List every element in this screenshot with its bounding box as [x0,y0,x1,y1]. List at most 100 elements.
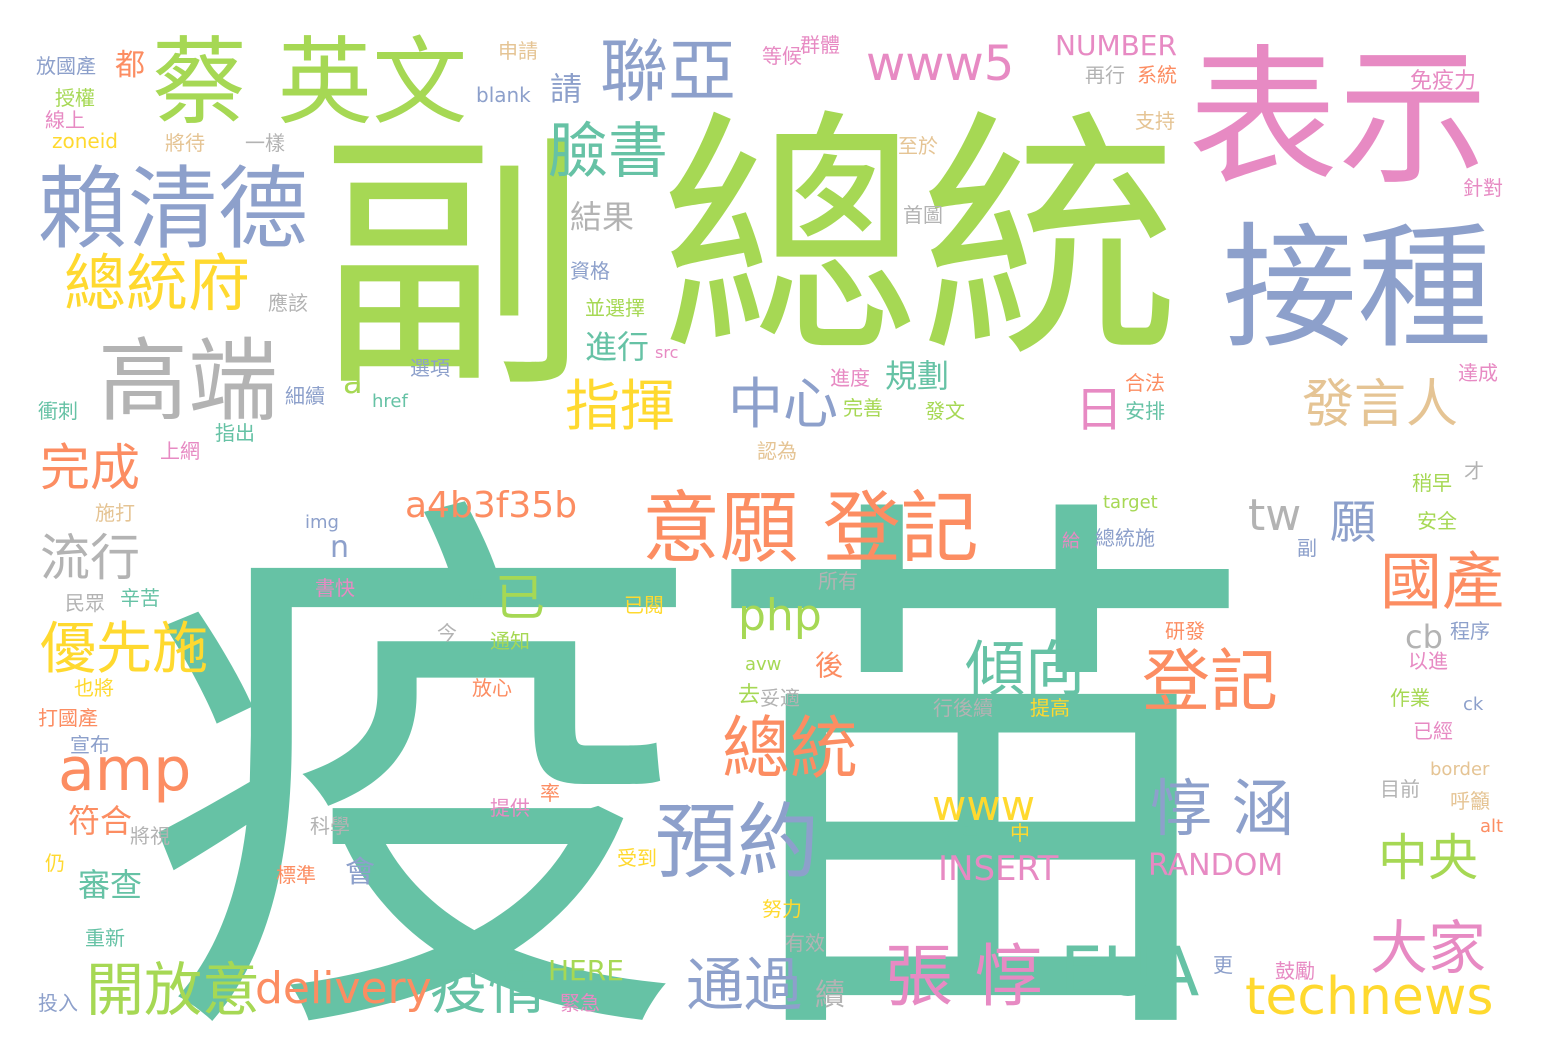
cloud-word: 選項 [410,356,450,380]
cloud-word: technews [1245,967,1494,1027]
cloud-word: 率 [540,781,560,805]
cloud-word: 列為 [940,821,980,845]
cloud-word: 一樣 [245,131,285,155]
cloud-word: 完成 [40,439,140,497]
cloud-word: 來源 [444,586,484,610]
cloud-word: 提供 [490,796,530,820]
cloud-word: 達成 [1458,361,1498,385]
cloud-word: img [305,512,339,533]
cloud-word: 完善 [843,396,883,420]
cloud-word: 傾向 [965,635,1085,705]
cloud-word: tw [1248,490,1301,541]
cloud-word: 副 [318,109,588,424]
cloud-word: 指出 [215,421,255,445]
cloud-word: HERE [548,954,624,987]
cloud-word: 應該 [268,291,308,315]
cloud-word: a4b3f35b [405,485,577,526]
cloud-word: 書快 [315,576,355,600]
cloud-word: 惇 涵 [1150,772,1294,845]
cloud-word: 張 惇 [885,938,1043,1017]
cloud-word: 研發 [1165,619,1205,643]
cloud-word: 將待 [165,131,205,155]
cloud-word: 重新 [85,926,125,950]
cloud-word: 呼籲 [1450,789,1490,813]
cloud-word: 以進 [1408,649,1448,673]
cloud-word: 授權 [55,86,95,110]
cloud-word: 中心 [728,372,838,436]
cloud-word: RANDOM [1148,848,1283,883]
cloud-word: 通過 [686,951,802,1019]
cloud-word: 總統 [722,710,858,789]
cloud-word: 首圖 [903,203,943,227]
cloud-word: 並選擇 [585,296,645,320]
cloud-word: 指揮 [565,374,675,438]
cloud-word: 請 [550,70,582,108]
cloud-word: 線上 [45,108,85,132]
cloud-word: 施打 [95,501,135,525]
cloud-word: n [330,530,349,565]
cloud-word: 符合 [68,802,132,840]
cloud-word: 努力 [762,897,802,921]
cloud-word: zoneid [52,129,118,153]
cloud-word: 願 [1330,495,1376,549]
cloud-word: 目前 [1380,777,1420,801]
cloud-word: 進度 [830,366,870,390]
cloud-word: 意願 登記 [642,484,979,574]
cloud-word: www5 [866,36,1014,92]
cloud-word: 有效 [785,931,825,955]
cloud-word: 發文 [925,399,965,423]
cloud-word: 登記 [1142,643,1278,722]
cloud-word: 安全 [1417,509,1457,533]
cloud-word: 作業 [1390,686,1430,710]
cloud-word: 日 [1075,382,1123,438]
cloud-word: 發言人 [1302,375,1458,435]
cloud-word: 規劃 [885,357,949,395]
cloud-word: href [372,391,408,412]
cloud-word: 辛苦 [120,586,160,610]
cloud-word: 會 [345,855,375,890]
cloud-word: 進行 [585,328,649,366]
cloud-word: 放心 [472,676,512,700]
cloud-word: 免疫力 [1410,69,1476,94]
cloud-word: 系統 [1137,63,1177,87]
cloud-word: 賴清德 [38,157,308,262]
cloud-word: 受到 [617,846,657,870]
cloud-word: src [655,343,678,362]
cloud-word: 流行 [40,529,140,587]
cloud-word: 結果 [570,198,634,236]
cloud-word: 聯亞 [600,33,736,112]
cloud-word: 民眾 [65,591,105,615]
cloud-word: 打國產 [38,706,98,730]
cloud-word: 總統府 [64,247,250,320]
cloud-word: avw [745,654,781,675]
cloud-word: 所有 [818,569,858,593]
cloud-word: 安排 [1125,399,1165,423]
cloud-word: 給 [1062,531,1080,552]
cloud-word: 鼓勵 [1275,959,1315,983]
cloud-word: 今 [437,621,457,645]
cloud-word: 開放意 [86,956,260,1024]
cloud-word: 已 [495,569,545,627]
cloud-word: 科學 [310,814,350,838]
cloud-word: delivery [255,963,432,1014]
cloud-word: 中 [1010,821,1030,845]
cloud-word: 申請 [498,39,538,63]
cloud-word: 總統施 [1095,526,1155,550]
cloud-word: 預約 [655,795,819,890]
cloud-word: 程序 [1450,619,1490,643]
cloud-word: 合法 [1125,371,1165,395]
cloud-word: alt [1480,816,1503,837]
cloud-word: target [1103,492,1158,513]
cloud-word: 再行 [1085,63,1125,87]
cloud-word: 放國產 [36,54,96,78]
cloud-word: 投入 [38,991,78,1015]
cloud-word: 更 [1213,953,1233,977]
cloud-word: 高端 [98,329,278,434]
cloud-word: 審查 [78,866,142,904]
cloud-word: 優先施 [40,617,208,682]
cloud-word: 妥適 [760,686,800,710]
cloud-word: 續 [815,978,845,1013]
cloud-word: 通知 [490,629,530,653]
cloud-word: 中央 [1378,829,1478,887]
cloud-word: 緊急 [560,991,600,1015]
